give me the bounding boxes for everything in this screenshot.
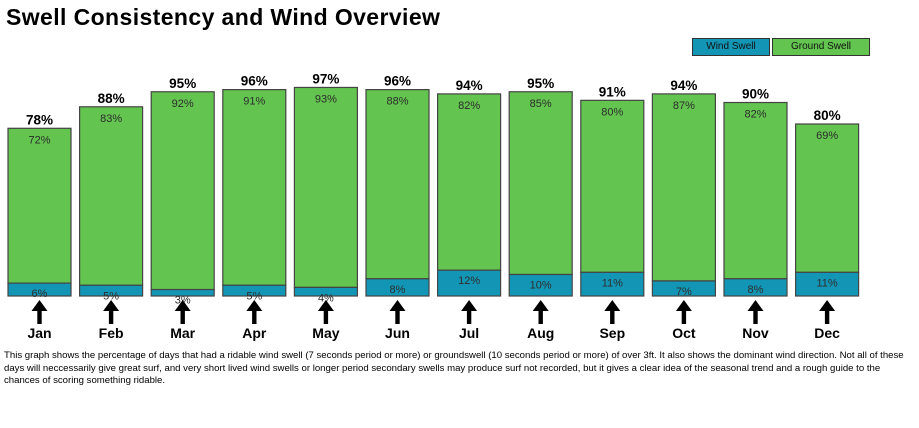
bar-wind-swell-feb — [78, 284, 144, 297]
bar-wind-swell-jan — [7, 282, 72, 297]
bar-ground-swell-oct — [651, 93, 717, 282]
bar-wind-swell-aug — [508, 273, 573, 297]
wind-direction-arrow-icon-may — [317, 300, 334, 324]
ground-swell-label-oct: 87% — [673, 100, 695, 112]
total-label-nov: 90% — [742, 87, 769, 102]
bar-wind-swell-sep — [580, 271, 645, 297]
total-label-jan: 78% — [26, 112, 53, 127]
ground-swell-label-mar: 92% — [172, 98, 194, 110]
ground-swell-label-aug: 85% — [530, 98, 552, 110]
wind-swell-label-feb: 5% — [103, 290, 119, 302]
bar-wind-swell-nov — [723, 278, 788, 297]
total-label-jul: 94% — [456, 78, 483, 93]
bar-ground-swell-nov — [723, 101, 788, 280]
bar-ground-swell-jun — [365, 89, 430, 280]
bar-wind-swell-apr — [222, 284, 287, 297]
wind-direction-arrow-icon-sep — [604, 300, 621, 324]
wind-direction-arrow-icon-feb — [103, 300, 120, 324]
month-label-jul: Jul — [459, 325, 479, 341]
month-label-dec: Dec — [814, 325, 840, 341]
bar-ground-swell-aug — [508, 91, 573, 276]
wind-direction-arrow-icon-jan — [31, 300, 48, 324]
ground-swell-label-feb: 83% — [100, 113, 122, 125]
ground-swell-label-jun: 88% — [386, 96, 408, 108]
total-label-oct: 94% — [670, 78, 697, 93]
total-label-apr: 96% — [241, 74, 268, 89]
wind-swell-label-sep: 11% — [602, 277, 623, 289]
wind-direction-arrow-icon-oct — [675, 300, 692, 324]
bar-ground-swell-jan — [7, 127, 72, 284]
bar-ground-swell-dec — [794, 123, 860, 273]
ground-swell-label-apr: 91% — [243, 96, 265, 108]
ground-swell-label-jan: 72% — [28, 134, 50, 146]
wind-direction-arrow-icon-aug — [532, 300, 549, 324]
bar-wind-swell-oct — [651, 280, 717, 297]
ground-swell-label-may: 93% — [315, 93, 337, 105]
bar-ground-swell-mar — [150, 91, 215, 291]
total-label-sep: 91% — [599, 84, 626, 99]
month-label-apr: Apr — [242, 325, 267, 341]
wind-swell-label-may: 4% — [318, 292, 334, 304]
wind-direction-arrow-icon-jun — [389, 300, 406, 324]
month-label-may: May — [312, 325, 339, 341]
bar-wind-swell-mar — [150, 288, 215, 297]
ground-swell-label-dec: 69% — [816, 130, 838, 142]
month-label-jan: Jan — [27, 325, 51, 341]
wind-swell-label-oct: 7% — [676, 286, 692, 298]
bar-wind-swell-jun — [365, 278, 430, 297]
wind-swell-label-jan: 6% — [32, 288, 48, 300]
wind-swell-label-jun: 8% — [390, 284, 406, 296]
wind-direction-arrow-icon-mar — [174, 300, 191, 324]
total-label-aug: 95% — [527, 76, 554, 91]
bar-wind-swell-jul — [437, 269, 502, 297]
ground-swell-label-jul: 82% — [458, 100, 480, 112]
bar-wind-swell-may — [293, 286, 358, 297]
bar-ground-swell-may — [293, 86, 358, 288]
total-label-dec: 80% — [814, 108, 841, 123]
wind-direction-arrow-icon-apr — [246, 300, 263, 324]
wind-swell-label-dec: 11% — [816, 277, 837, 289]
month-label-aug: Aug — [527, 325, 554, 341]
legend-ground-swell: Ground Swell — [772, 38, 870, 56]
bar-ground-swell-feb — [78, 106, 144, 286]
month-label-mar: Mar — [170, 325, 195, 341]
legend-wind-swell: Wind Swell — [692, 38, 770, 56]
wind-direction-arrow-icon-nov — [747, 300, 764, 324]
month-label-nov: Nov — [742, 325, 769, 341]
total-label-jun: 96% — [384, 74, 411, 89]
wind-direction-arrow-icon-dec — [819, 300, 836, 324]
ground-swell-label-nov: 82% — [744, 109, 766, 121]
swell-chart: 78%72%6%Jan88%83%5%Feb95%92%3%Mar96%91%5… — [7, 71, 860, 341]
bar-wind-swell-dec — [794, 271, 860, 297]
wind-swell-label-aug: 10% — [530, 280, 552, 292]
chart-description: This graph shows the percentage of days … — [4, 350, 904, 386]
bar-ground-swell-jul — [437, 93, 502, 271]
total-label-may: 97% — [312, 71, 339, 86]
total-label-feb: 88% — [98, 91, 125, 106]
wind-swell-label-jul: 12% — [458, 275, 480, 287]
month-label-jun: Jun — [385, 325, 410, 341]
legend: Wind Swell Ground Swell — [692, 38, 870, 56]
month-label-feb: Feb — [99, 325, 124, 341]
month-label-oct: Oct — [672, 325, 696, 341]
wind-swell-label-nov: 8% — [748, 284, 764, 296]
wind-swell-label-apr: 5% — [246, 290, 262, 302]
wind-direction-arrow-icon-jul — [461, 300, 478, 324]
month-label-sep: Sep — [599, 325, 625, 341]
total-label-mar: 95% — [169, 76, 196, 91]
ground-swell-label-sep: 80% — [601, 106, 623, 118]
bar-ground-swell-sep — [580, 99, 645, 273]
bar-ground-swell-apr — [222, 89, 287, 286]
chart-title: Swell Consistency and Wind Overview — [6, 4, 441, 30]
